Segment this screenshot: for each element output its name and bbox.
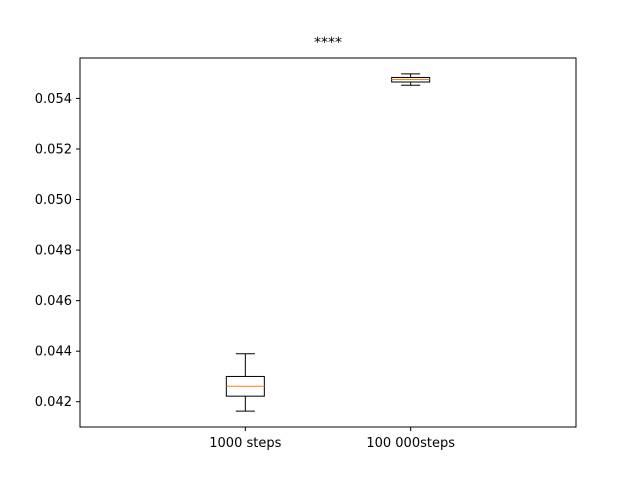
x-tick-label: 100 000steps [366, 436, 455, 451]
box-1 [225, 353, 265, 412]
y-tick-label: 0.048 [35, 244, 72, 259]
y-axis: 0.042 0.044 0.046 0.048 0.050 0.052 0.054 [35, 92, 80, 410]
y-tick-label: 0.050 [35, 193, 72, 208]
boxes-layer [225, 73, 431, 412]
y-tick-label: 0.042 [35, 395, 72, 410]
chart-title: **** [314, 35, 342, 51]
y-tick-label: 0.052 [35, 142, 72, 157]
y-tick-label: 0.044 [35, 345, 72, 360]
y-tick-label: 0.054 [35, 92, 72, 107]
x-tick-label: 1000 steps [209, 436, 281, 451]
box-2 [391, 73, 431, 86]
x-axis: 1000 steps 100 000steps [209, 427, 455, 451]
plot-frame [79, 57, 577, 428]
y-tick-label: 0.046 [35, 294, 72, 309]
